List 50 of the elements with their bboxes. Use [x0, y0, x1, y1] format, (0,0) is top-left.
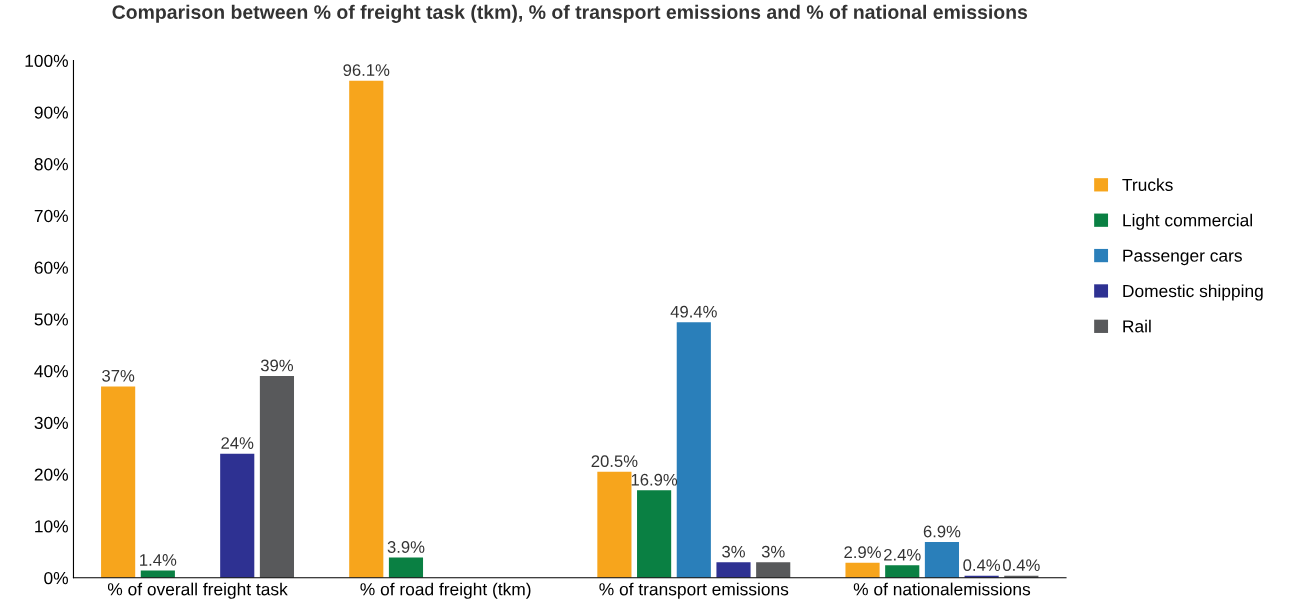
data-label: 2.4%: [884, 548, 921, 561]
bar: [845, 562, 880, 578]
data-label: 39%: [260, 359, 294, 372]
y-tick-label: 60%: [34, 261, 68, 274]
legend-label: Rail: [1123, 319, 1151, 333]
y-tick-label: 40%: [34, 365, 68, 378]
y-tick-label: 10%: [35, 520, 68, 533]
data-label: 96.1%: [343, 64, 390, 76]
bar: [756, 562, 791, 578]
y-tick-label: 20%: [34, 468, 68, 481]
y-tick-label: 50%: [34, 313, 68, 326]
y-tick-label: 0%: [44, 571, 68, 585]
y-tick-label: 100%: [25, 54, 68, 67]
x-tick-label: % of transport emissions: [599, 582, 789, 599]
legend-label: Light commercial: [1123, 213, 1252, 230]
data-label: 0.4%: [1003, 559, 1040, 572]
bar: [885, 565, 920, 578]
bar: [716, 562, 751, 578]
data-label: 24%: [221, 437, 254, 449]
data-label: 1.4%: [140, 554, 177, 566]
bar: [220, 453, 255, 578]
bar: [924, 542, 960, 578]
x-tick-label: % of nationalemissions: [853, 582, 1031, 596]
y-tick-label: 80%: [34, 158, 68, 171]
data-label: 0.4%: [963, 559, 1001, 572]
x-tick-label: % of road freight (tkm): [360, 582, 531, 599]
legend-label: Passenger cars: [1123, 249, 1242, 266]
data-label: 3%: [761, 545, 785, 558]
bar: [676, 322, 711, 578]
bar: [597, 471, 632, 578]
data-label: 16.9%: [631, 473, 678, 486]
data-label: 37%: [102, 369, 135, 382]
data-label: 2.9%: [844, 546, 881, 559]
data-label: 3%: [722, 545, 745, 558]
x-tick-label: % of overall freight task: [107, 582, 288, 599]
y-tick-label: 90%: [34, 106, 68, 119]
bar: [259, 376, 295, 578]
data-label: 3.9%: [387, 541, 425, 553]
bar: [349, 80, 384, 578]
legend-label: Trucks: [1122, 178, 1173, 192]
y-tick-label: 30%: [34, 416, 68, 430]
y-tick-label: 70%: [34, 209, 68, 223]
bar: [101, 386, 136, 578]
legend-label: Domestic shipping: [1123, 284, 1263, 301]
bar: [388, 557, 424, 578]
bar: [637, 490, 672, 578]
data-label: 6.9%: [923, 525, 961, 538]
data-label: 20.5%: [591, 455, 638, 468]
data-label: 49.4%: [670, 305, 717, 318]
chart-title: Comparison between % of freight task (tkm), % of transport emissions and % of national emissions: [112, 4, 1028, 23]
